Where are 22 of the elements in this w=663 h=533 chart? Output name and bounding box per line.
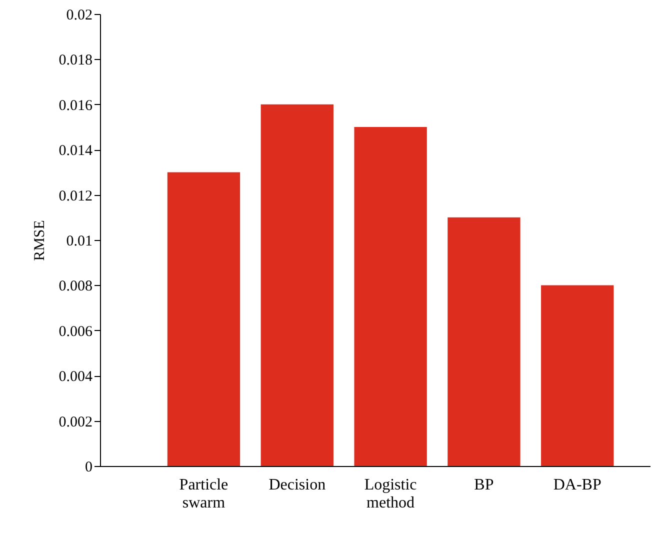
y-tick-label: 0.014	[58, 143, 93, 160]
x-tick-label: Particle swarm	[179, 476, 228, 512]
y-tick-label: 0.016	[58, 98, 93, 114]
y-tick-label: 0.01	[66, 234, 92, 250]
y-tick-label: 0.008	[58, 278, 92, 295]
y-tick-label: 0.018	[58, 52, 92, 69]
bar	[354, 127, 427, 466]
y-tick-label: 0.006	[58, 324, 93, 340]
y-tick-label: 0.002	[58, 414, 92, 430]
x-tick-label: Decision	[268, 476, 326, 494]
x-tick-label: BP	[474, 476, 494, 494]
y-axis-title: RMSE	[32, 220, 48, 261]
bar	[260, 104, 334, 466]
x-tick-label: DA-BP	[553, 476, 602, 494]
y-tick-label: 0.02	[66, 8, 92, 24]
y-tick-label: 0.012	[58, 188, 92, 204]
y-tick-label: 0	[85, 460, 92, 476]
bar	[167, 172, 240, 466]
bar	[541, 285, 614, 466]
bar	[448, 217, 520, 466]
x-tick-label: Logistic method	[364, 476, 417, 512]
y-tick-label: 0.004	[58, 369, 93, 386]
